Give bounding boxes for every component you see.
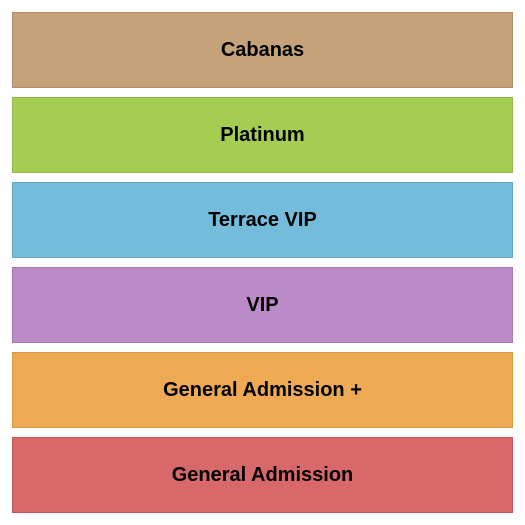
section-cabanas[interactable]: Cabanas [12, 12, 513, 88]
section-general-admission[interactable]: General Admission [12, 437, 513, 513]
section-label: Platinum [220, 124, 304, 147]
section-general-admission-plus[interactable]: General Admission + [12, 352, 513, 428]
section-label: Cabanas [221, 39, 304, 62]
section-terrace-vip[interactable]: Terrace VIP [12, 182, 513, 258]
section-label: Terrace VIP [208, 209, 317, 232]
section-label: General Admission + [163, 379, 362, 402]
section-label: General Admission [172, 464, 354, 487]
section-vip[interactable]: VIP [12, 267, 513, 343]
section-platinum[interactable]: Platinum [12, 97, 513, 173]
section-label: VIP [246, 294, 278, 317]
